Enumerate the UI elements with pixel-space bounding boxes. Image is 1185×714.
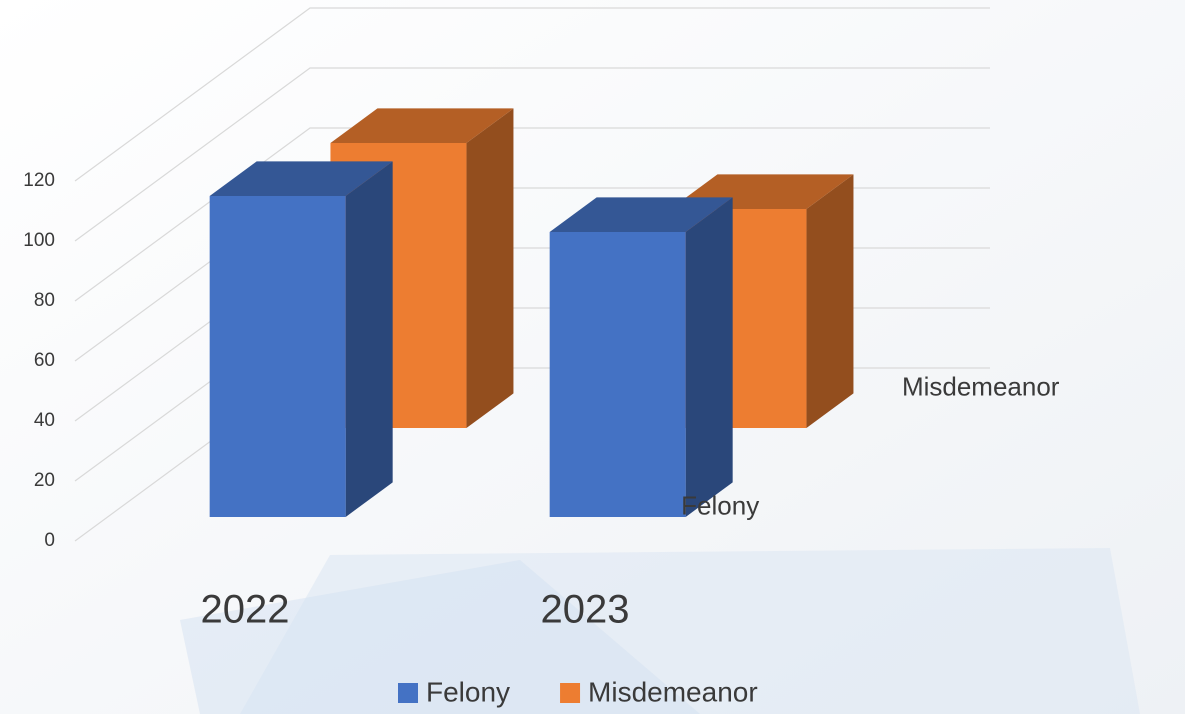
- bar: [209, 195, 346, 517]
- y-tick-label: 0: [44, 530, 55, 551]
- bar-top: [209, 161, 393, 196]
- legend: Felony Misdemeanor: [398, 676, 758, 707]
- bar-top: [549, 197, 733, 232]
- x-tick-label: 2022: [201, 588, 290, 632]
- legend-label: Felony: [426, 676, 510, 707]
- y-tick-label: 40: [34, 410, 55, 431]
- y-tick-label: 20: [34, 470, 55, 491]
- bar: [549, 231, 686, 517]
- depth-axis-label: Felony: [681, 491, 759, 521]
- y-tick-label: 80: [34, 290, 55, 311]
- grid-line: [74, 7, 990, 182]
- grid-line: [74, 127, 990, 302]
- bar-top: [330, 108, 514, 144]
- bar-side: [466, 108, 514, 429]
- legend-swatch: [560, 683, 581, 703]
- labels: 0 20 40 60 80 100 120 Misdemeanor Felony 2022 2023…: [23, 170, 1060, 707]
- y-tick-label: 100: [23, 230, 55, 251]
- bar-side: [685, 197, 733, 517]
- background-shape: [180, 560, 700, 714]
- legend-label: Misdemeanor: [588, 676, 758, 707]
- bar-side: [345, 161, 393, 517]
- y-tick-label: 120: [23, 170, 55, 191]
- depth-axis-label: Misdemeanor: [902, 372, 1060, 402]
- y-tick-label: 60: [34, 350, 55, 371]
- bars: [209, 108, 854, 517]
- legend-swatch: [398, 683, 418, 703]
- bar-side: [806, 174, 854, 429]
- grid-line: [74, 67, 990, 242]
- x-tick-label: 2023: [541, 588, 630, 632]
